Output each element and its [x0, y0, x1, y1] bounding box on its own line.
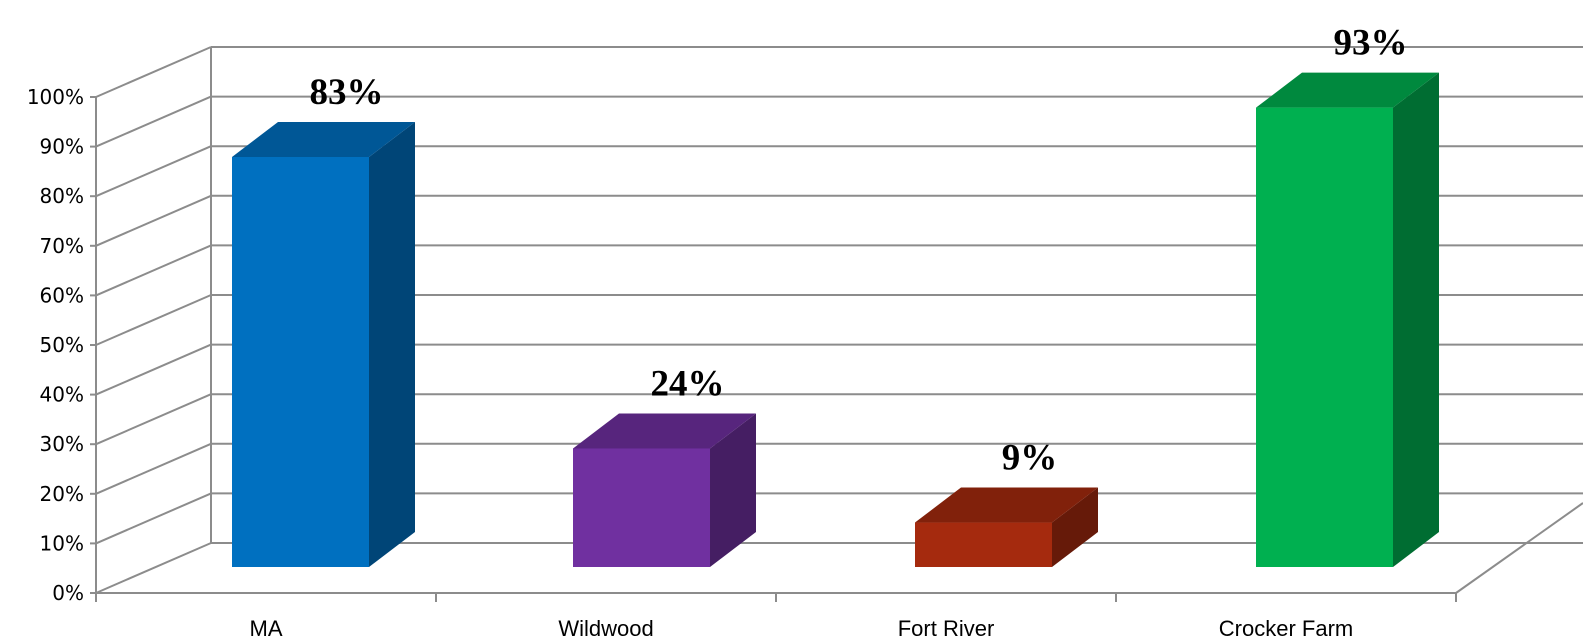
x-tick-label: MA	[250, 616, 283, 641]
floor-right-edge	[1455, 502, 1583, 594]
bar-3	[1256, 107, 1393, 567]
x-tick-label: Fort River	[898, 616, 995, 641]
gridline-wall-70	[95, 194, 212, 247]
gridline-wall-0	[95, 542, 212, 594]
bar-0	[232, 157, 369, 567]
y-tick-label: 100%	[27, 85, 84, 109]
bar-side-0	[369, 122, 415, 567]
y-tick-label: 80%	[40, 184, 84, 208]
y-tick-label: 40%	[40, 383, 84, 407]
labels: 83% 24% 9% 93%	[310, 23, 1408, 479]
gridline-wall-100	[95, 46, 212, 98]
bar-top-0	[232, 122, 415, 157]
bar-1	[573, 448, 710, 567]
gridline-wall-30	[95, 393, 212, 446]
data-label: 24%	[651, 363, 725, 404]
gridline-wall-20	[95, 442, 212, 495]
y-tick-label: 10%	[40, 531, 84, 555]
y-tick-label: 60%	[40, 283, 84, 307]
data-label: 83%	[310, 72, 384, 113]
x-tick-label: Crocker Farm	[1219, 616, 1353, 641]
y-tick-label: 0%	[52, 581, 84, 605]
bar-side-1	[710, 413, 756, 567]
bars	[232, 72, 1439, 567]
bar-side-2	[1052, 487, 1098, 567]
gridline-wall-80	[95, 145, 212, 198]
y-tick-label: 70%	[40, 234, 84, 258]
y-tick-label: 50%	[40, 333, 84, 357]
gridline-wall-60	[95, 244, 212, 297]
gridline-wall-90	[95, 95, 212, 148]
data-label: 9%	[1002, 438, 1058, 479]
gridline-wall-10	[95, 492, 212, 545]
bar-2	[915, 522, 1052, 567]
y-tick-label: 20%	[40, 482, 84, 506]
gridline-wall-40	[95, 343, 212, 396]
x-tick-label: Wildwood	[558, 616, 653, 641]
y-tick-label: 90%	[40, 135, 84, 159]
bar-top-2	[915, 487, 1098, 523]
axes: 0% 10% 20% 30% 40% 50% 60% 70% 80% 90% 100% MA Wildw…	[27, 85, 1583, 641]
bar-side-3	[1393, 72, 1439, 567]
bar-top-1	[573, 413, 756, 449]
data-label: 93%	[1334, 23, 1408, 64]
gridline-wall-50	[95, 294, 212, 346]
y-tick-label: 30%	[40, 432, 84, 456]
bar-top-3	[1256, 72, 1439, 108]
